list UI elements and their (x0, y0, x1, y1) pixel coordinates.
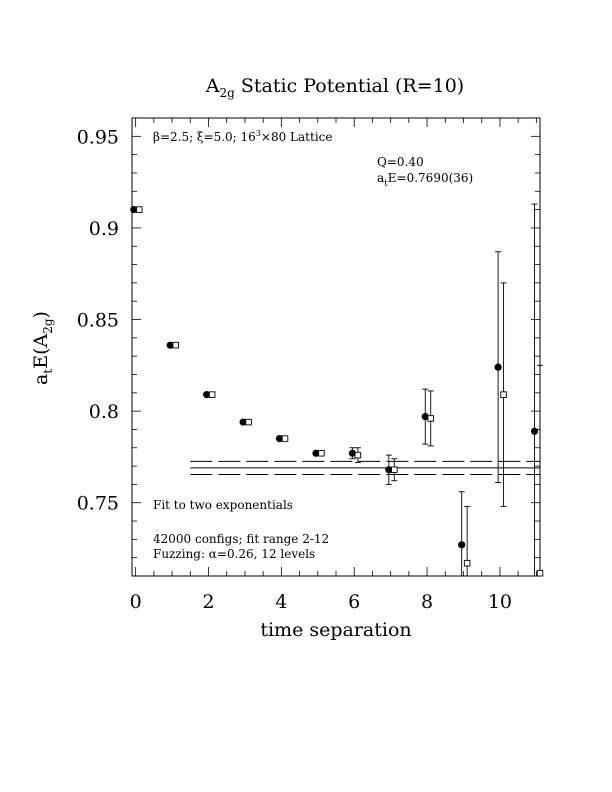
series-open-squares (136, 206, 544, 577)
data-point-square (463, 559, 471, 567)
data-point-square (354, 451, 362, 459)
y-ticks: 0.75 0.8 0.85 0.9 0.95 (77, 126, 119, 514)
data-point-square (318, 450, 325, 457)
fuzzing-annotation: Fuzzing: α=0.26, 12 levels (153, 547, 315, 561)
data-point-square (136, 206, 143, 213)
data-point-square (172, 341, 179, 349)
fit-energy-annotation: atE=0.7690(36) (377, 171, 473, 189)
x-axis-label: time separation (260, 619, 411, 641)
chart-title: A2g Static Potential (R=10) (205, 75, 464, 100)
y-tick-label: 0.95 (77, 126, 119, 148)
q-value-annotation: Q=0.40 (377, 155, 424, 169)
data-point-circle (275, 435, 284, 443)
data-point-square (536, 569, 544, 577)
data-point-circle (421, 413, 429, 421)
x-tick-label: 0 (130, 591, 142, 613)
y-tick-label: 0.8 (89, 401, 119, 423)
minor-ticks (132, 117, 540, 577)
series-filled-circles (130, 203, 539, 576)
x-tick-label: 2 (202, 591, 214, 613)
data-point-square (281, 435, 289, 442)
x-tick-label: 8 (421, 591, 433, 613)
data-point-circle (130, 206, 138, 214)
data-point-square (500, 391, 507, 398)
data-point-square (391, 466, 398, 473)
data-point-circle (494, 363, 502, 371)
data-point-circle (239, 418, 247, 426)
y-tick-label: 0.9 (89, 218, 119, 240)
data-point-circle (385, 466, 393, 474)
data-point-square (427, 415, 434, 422)
data-point-circle (166, 341, 174, 349)
x-tick-label: 6 (348, 591, 360, 613)
x-tick-label: 10 (488, 591, 512, 613)
data-point-square (208, 391, 216, 398)
data-point-circle (348, 449, 356, 457)
y-axis-label: atE(A2g) (30, 311, 55, 385)
data-point-square (245, 418, 252, 426)
data-point-circle (312, 449, 320, 457)
x-ticks: 0 2 4 6 8 10 (130, 591, 512, 613)
lattice-annotation: β=2.5; ξ=5.0; 163×80 Lattice (153, 129, 332, 144)
data-point-circle (203, 391, 211, 399)
configs-annotation: 42000 configs; fit range 2-12 (153, 532, 329, 546)
x-tick-label: 4 (275, 591, 287, 613)
data-point-circle (530, 427, 539, 435)
data-point-circle (458, 541, 466, 549)
y-tick-label: 0.85 (77, 310, 119, 332)
fit-label-annotation: Fit to two exponentials (153, 498, 293, 512)
y-tick-label: 0.75 (77, 493, 119, 515)
fit-band (190, 460, 540, 476)
